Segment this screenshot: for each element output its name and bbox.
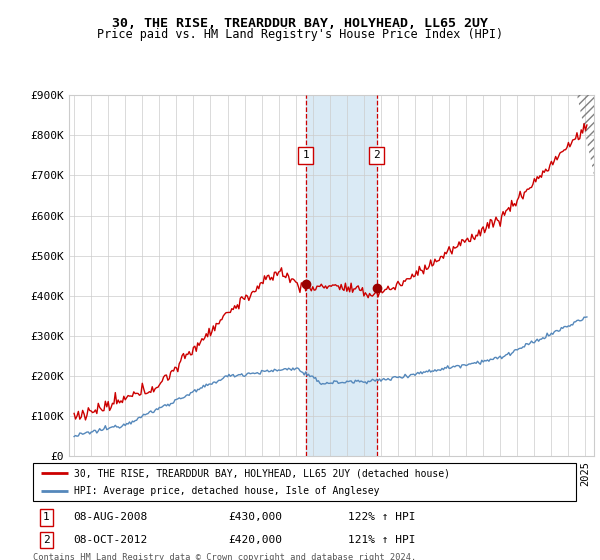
Text: £430,000: £430,000 bbox=[229, 512, 283, 522]
Text: 1: 1 bbox=[43, 512, 50, 522]
Text: 2: 2 bbox=[373, 151, 380, 160]
FancyBboxPatch shape bbox=[33, 463, 576, 501]
Text: Contains HM Land Registry data © Crown copyright and database right 2024.
This d: Contains HM Land Registry data © Crown c… bbox=[33, 553, 416, 560]
Text: 2: 2 bbox=[43, 535, 50, 545]
Text: HPI: Average price, detached house, Isle of Anglesey: HPI: Average price, detached house, Isle… bbox=[74, 486, 379, 496]
Text: 08-OCT-2012: 08-OCT-2012 bbox=[74, 535, 148, 545]
Text: 30, THE RISE, TREARDDUR BAY, HOLYHEAD, LL65 2UY (detached house): 30, THE RISE, TREARDDUR BAY, HOLYHEAD, L… bbox=[74, 468, 450, 478]
Text: 122% ↑ HPI: 122% ↑ HPI bbox=[348, 512, 415, 522]
Text: 1: 1 bbox=[302, 151, 309, 160]
Bar bbox=[305, 95, 377, 456]
Text: Price paid vs. HM Land Registry's House Price Index (HPI): Price paid vs. HM Land Registry's House … bbox=[97, 28, 503, 41]
Text: 08-AUG-2008: 08-AUG-2008 bbox=[74, 512, 148, 522]
Text: 30, THE RISE, TREARDDUR BAY, HOLYHEAD, LL65 2UY: 30, THE RISE, TREARDDUR BAY, HOLYHEAD, L… bbox=[112, 17, 488, 30]
Text: £420,000: £420,000 bbox=[229, 535, 283, 545]
Text: 121% ↑ HPI: 121% ↑ HPI bbox=[348, 535, 415, 545]
